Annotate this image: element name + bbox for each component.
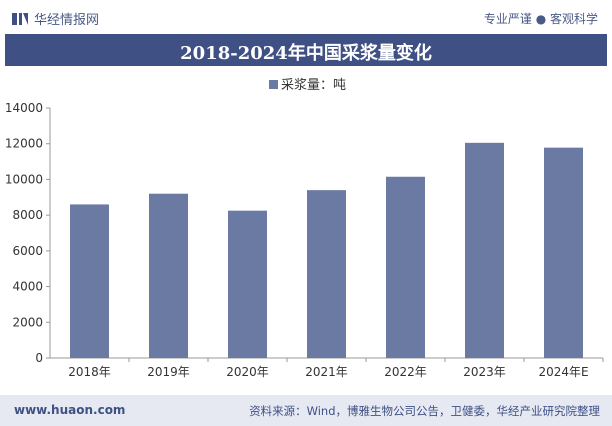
y-tick-label: 2000	[12, 315, 43, 329]
legend: 采浆量：吨	[269, 78, 346, 93]
bar	[149, 193, 188, 358]
x-tick-label: 2021年	[305, 365, 348, 379]
brand-logo-icon	[12, 12, 28, 25]
y-tick-label: 14000	[5, 101, 43, 115]
x-tick-label: 2019年	[147, 365, 190, 379]
x-axis: 2018年 2019年 2020年 2021年 2022年 2023年 2024年E	[50, 357, 604, 379]
bars	[70, 142, 583, 358]
y-tick-label: 8000	[12, 208, 43, 222]
legend-swatch	[269, 80, 278, 89]
y-axis: 0 2000 4000 6000 8000 10000 12000 14000	[5, 101, 51, 365]
brand-name: 华经情报网	[34, 13, 100, 28]
x-tick-label: 2024年E	[538, 365, 588, 379]
bar	[386, 176, 425, 358]
chart-title: 2018-2024年中国采浆量变化	[180, 43, 432, 64]
footer-url[interactable]: www.huaon.com	[14, 403, 126, 417]
bar	[307, 190, 346, 358]
top-bar: 华经情报网 专业严谨 ● 客观科学	[0, 0, 612, 34]
footer-source: 资料来源：Wind，博雅生物公司公告，卫健委，华经产业研究院整理	[249, 404, 600, 418]
y-tick-label: 10000	[5, 172, 43, 186]
x-tick-label: 2020年	[226, 365, 269, 379]
x-tick-label: 2022年	[384, 365, 427, 379]
tagline: 专业严谨 ● 客观科学	[483, 12, 598, 26]
footer: www.huaon.com 资料来源：Wind，博雅生物公司公告，卫健委，华经产…	[0, 395, 612, 426]
bar	[70, 204, 109, 358]
bar	[544, 147, 583, 358]
x-tick-label: 2018年	[68, 365, 111, 379]
bar	[228, 210, 267, 358]
title-bar: 2018-2024年中国采浆量变化	[5, 34, 607, 66]
bar-chart: 采浆量：吨 0 2000 4000 6000 8000 10000 12000 14000 2…	[5, 78, 604, 379]
x-tick-label: 2023年	[463, 365, 506, 379]
y-tick-label: 4000	[12, 280, 43, 294]
bar	[465, 142, 504, 358]
legend-label: 采浆量：吨	[281, 78, 346, 93]
y-tick-label: 12000	[5, 137, 43, 151]
y-tick-label: 6000	[12, 244, 43, 258]
brand[interactable]: 华经情报网	[12, 9, 99, 28]
y-tick-label: 0	[35, 351, 43, 365]
